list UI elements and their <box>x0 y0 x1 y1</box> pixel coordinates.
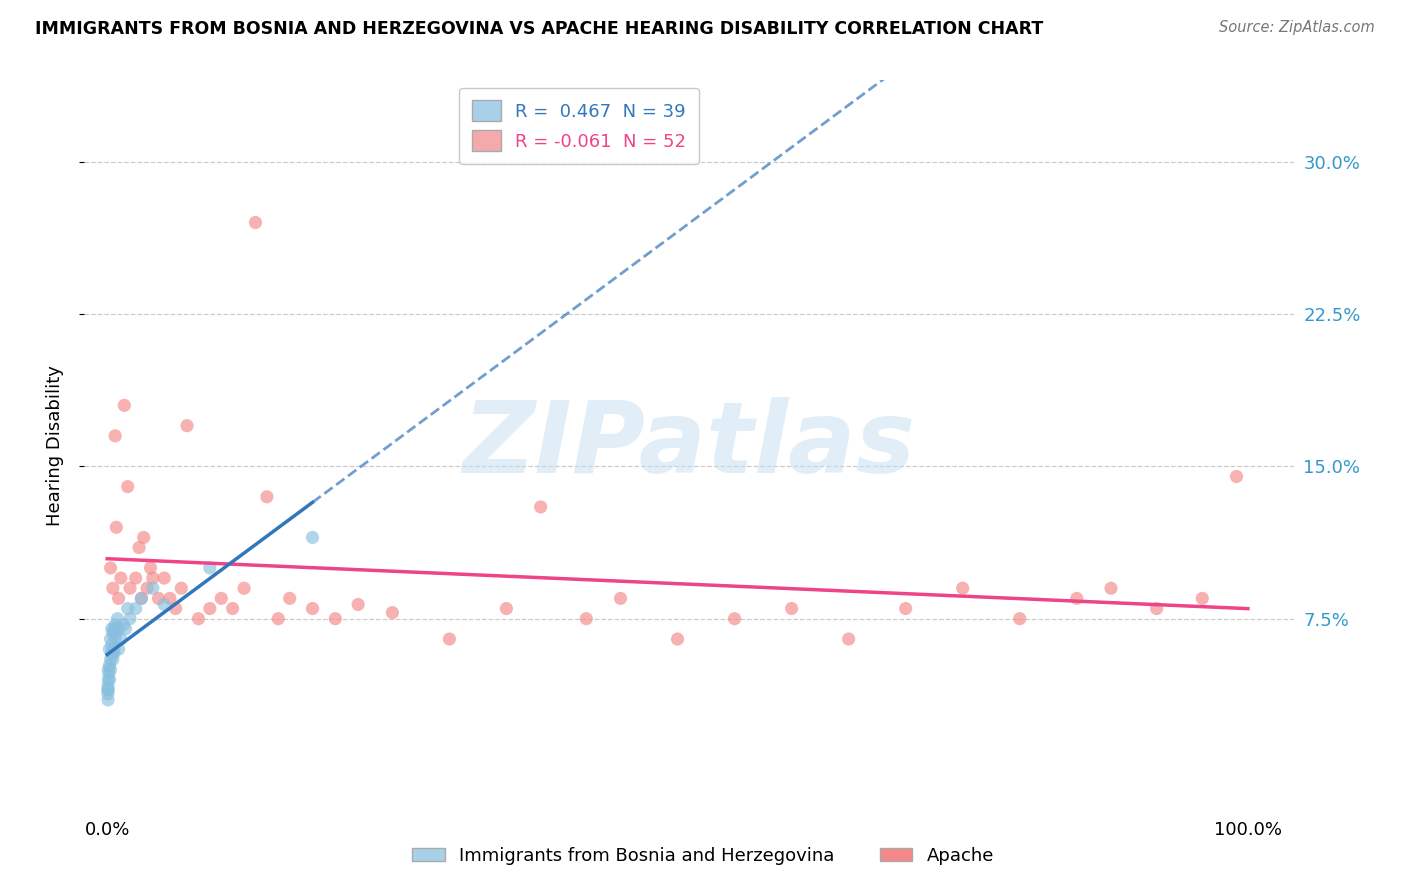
Point <box>1099 581 1122 595</box>
Text: Source: ZipAtlas.com: Source: ZipAtlas.com <box>1219 20 1375 35</box>
Point <box>107 612 129 626</box>
Point <box>101 652 124 666</box>
Legend: R =  0.467  N = 39, R = -0.061  N = 52: R = 0.467 N = 39, R = -0.061 N = 52 <box>460 87 699 163</box>
Point <box>104 429 127 443</box>
Point <box>97 682 120 697</box>
Point <box>97 663 120 677</box>
Point <box>609 591 631 606</box>
Point <box>136 581 159 595</box>
Point <box>198 561 221 575</box>
Point <box>100 646 122 660</box>
Text: IMMIGRANTS FROM BOSNIA AND HERZEGOVINA VS APACHE HEARING DISABILITY CORRELATION : IMMIGRANTS FROM BOSNIA AND HERZEGOVINA V… <box>35 20 1043 37</box>
Point <box>97 687 120 701</box>
Legend: Immigrants from Bosnia and Herzegovina, Apache: Immigrants from Bosnia and Herzegovina, … <box>405 840 1001 872</box>
Point <box>100 663 122 677</box>
Point <box>153 571 176 585</box>
Point <box>104 632 127 646</box>
Y-axis label: Hearing Disability: Hearing Disability <box>45 366 63 526</box>
Point <box>105 626 128 640</box>
Point <box>125 571 148 585</box>
Point <box>233 581 256 595</box>
Point <box>439 632 461 646</box>
Point <box>142 571 165 585</box>
Point <box>894 601 917 615</box>
Point <box>131 591 153 606</box>
Point <box>278 591 301 606</box>
Point <box>1146 601 1168 615</box>
Point <box>267 612 290 626</box>
Point <box>1008 612 1031 626</box>
Point <box>495 601 517 615</box>
Point <box>301 601 323 615</box>
Point <box>209 591 232 606</box>
Point <box>97 679 120 693</box>
Point <box>100 632 122 646</box>
Point <box>101 626 124 640</box>
Point <box>198 601 221 615</box>
Point <box>381 606 404 620</box>
Point <box>159 591 181 606</box>
Point <box>165 601 187 615</box>
Point <box>104 617 127 632</box>
Point <box>118 612 141 626</box>
Point <box>110 632 132 646</box>
Point <box>1066 591 1088 606</box>
Point <box>110 571 132 585</box>
Point <box>128 541 150 555</box>
Point <box>170 581 193 595</box>
Point <box>1191 591 1213 606</box>
Point <box>103 646 125 660</box>
Point <box>176 418 198 433</box>
Point <box>142 581 165 595</box>
Point <box>301 530 323 544</box>
Point <box>112 398 135 412</box>
Point <box>148 591 170 606</box>
Point <box>103 642 125 657</box>
Point <box>780 601 803 615</box>
Point <box>838 632 860 646</box>
Point <box>347 598 370 612</box>
Point <box>98 658 121 673</box>
Point <box>666 632 689 646</box>
Point <box>107 622 129 636</box>
Point <box>100 561 122 575</box>
Point <box>101 581 124 595</box>
Point <box>98 642 121 657</box>
Point <box>107 591 129 606</box>
Point <box>187 612 209 626</box>
Point <box>530 500 553 514</box>
Text: ZIPatlas: ZIPatlas <box>463 398 915 494</box>
Point <box>117 601 139 615</box>
Point <box>97 673 120 687</box>
Point <box>105 520 128 534</box>
Point <box>98 673 121 687</box>
Point <box>118 581 141 595</box>
Point <box>1225 469 1247 483</box>
Point <box>100 652 122 666</box>
Point <box>132 530 155 544</box>
Point <box>97 666 120 681</box>
Point <box>153 598 176 612</box>
Point <box>117 480 139 494</box>
Point <box>323 612 346 626</box>
Point <box>97 693 120 707</box>
Point <box>107 642 129 657</box>
Point <box>100 638 122 652</box>
Point <box>100 622 122 636</box>
Point <box>221 601 243 615</box>
Point <box>125 601 148 615</box>
Point <box>256 490 278 504</box>
Point <box>97 682 120 697</box>
Point <box>723 612 745 626</box>
Point <box>139 561 162 575</box>
Point <box>114 622 136 636</box>
Point <box>575 612 598 626</box>
Point <box>131 591 153 606</box>
Point <box>952 581 974 595</box>
Point <box>103 622 125 636</box>
Point <box>112 617 135 632</box>
Point <box>245 215 267 229</box>
